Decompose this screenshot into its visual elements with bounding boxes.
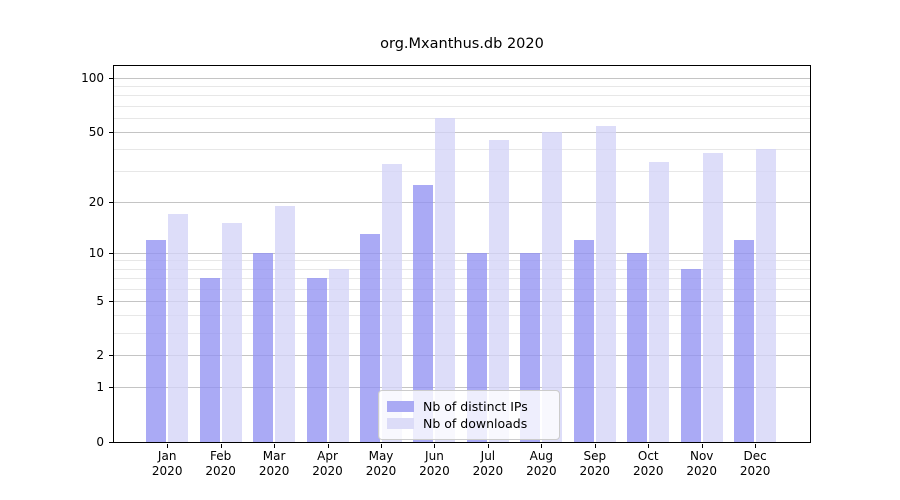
x-tick-mark-jun xyxy=(434,444,436,448)
x-tick-label-aug: Aug 2020 xyxy=(526,449,557,478)
bar-downloads-sep xyxy=(595,125,616,442)
bar-downloads-jul xyxy=(488,140,509,442)
gridline-minor-60 xyxy=(114,117,810,119)
bar-downloads-dec xyxy=(756,149,777,442)
x-tick-mark-may xyxy=(381,444,382,448)
gridline-major-20 xyxy=(114,201,810,203)
legend-item-downloads: Nb of downloads xyxy=(387,416,550,431)
gridline-minor-30 xyxy=(114,171,810,173)
gridline-major-5 xyxy=(114,300,810,302)
x-tick-mark-feb xyxy=(220,444,222,448)
x-tick-label-dec: Dec 2020 xyxy=(739,449,771,478)
y-tick-mark-20 xyxy=(109,201,113,203)
gridline-minor-90 xyxy=(114,86,810,88)
y-tick-label-20: 20 xyxy=(88,194,104,209)
y-tick-mark-100 xyxy=(109,78,113,79)
gridline-minor-9 xyxy=(114,260,810,262)
bar-distinct-ips-feb xyxy=(199,278,220,442)
legend-label-downloads: Nb of downloads xyxy=(423,416,528,431)
bar-downloads-may xyxy=(382,163,402,442)
y-tick-label-100: 100 xyxy=(81,71,104,85)
y-tick-mark-5 xyxy=(109,300,113,302)
bar-distinct-ips-apr xyxy=(306,278,327,442)
x-tick-label-jan: Jan 2020 xyxy=(151,449,183,478)
gridline-minor-70 xyxy=(114,105,810,107)
bar-distinct-ips-dec xyxy=(734,239,755,442)
gridline-minor-4 xyxy=(114,315,810,317)
y-tick-label-2: 2 xyxy=(96,348,104,363)
y-tick-mark-1 xyxy=(109,387,113,389)
x-tick-mark-nov xyxy=(701,444,703,448)
bar-distinct-ips-may xyxy=(360,233,380,442)
x-tick-mark-apr xyxy=(327,444,329,448)
y-tick-label-1: 1 xyxy=(96,380,104,395)
x-tick-label-oct: Oct 2020 xyxy=(632,449,664,478)
x-tick-mark-sep xyxy=(594,444,596,448)
x-tick-label-jul: Jul 2020 xyxy=(472,449,504,478)
bar-distinct-ips-nov xyxy=(680,268,701,442)
gridline-major-1 xyxy=(114,387,810,389)
bar-downloads-aug xyxy=(542,131,563,442)
x-tick-label-apr: Apr 2020 xyxy=(312,449,343,478)
y-tick-label-0: 0 xyxy=(96,435,104,449)
x-tick-mark-jan xyxy=(167,444,169,448)
x-tick-label-nov: Nov 2020 xyxy=(686,449,717,478)
bar-distinct-ips-sep xyxy=(573,239,594,442)
x-tick-mark-dec xyxy=(755,444,757,448)
plot-area: Nb of distinct IPs Nb of downloads 0 1 2 5 1… xyxy=(81,65,811,478)
bar-downloads-nov xyxy=(702,153,723,442)
y-tick-label-5: 5 xyxy=(96,293,104,308)
x-tick-label-jun: Jun 2020 xyxy=(419,449,450,478)
bar-downloads-mar xyxy=(275,205,296,442)
bar-downloads-feb xyxy=(221,223,242,442)
y-tick-mark-50 xyxy=(109,131,113,133)
legend-swatch-downloads-icon xyxy=(387,418,414,429)
legend-swatch-distinct-ips-icon xyxy=(387,401,414,412)
bar-distinct-ips-mar xyxy=(253,252,274,442)
bar-downloads-apr xyxy=(328,268,349,442)
bar-distinct-ips-oct xyxy=(627,252,648,442)
gridline-minor-8 xyxy=(114,268,810,270)
y-tick-label-50: 50 xyxy=(88,124,104,139)
bar-distinct-ips-jan xyxy=(146,239,167,442)
x-tick-mark-oct xyxy=(648,444,650,448)
gridline-major-50 xyxy=(114,131,810,133)
x-tick-mark-mar xyxy=(274,444,276,448)
gridline-minor-6 xyxy=(114,288,810,290)
gridline-minor-3 xyxy=(114,332,810,334)
gridline-minor-80 xyxy=(114,95,810,97)
x-tick-label-sep: Sep 2020 xyxy=(579,449,611,478)
x-tick-mark-aug xyxy=(541,444,543,448)
gridline-major-100 xyxy=(114,78,810,79)
x-tick-mark-jul xyxy=(487,444,489,448)
y-tick-label-10: 10 xyxy=(88,245,104,260)
gridline-major-2 xyxy=(114,355,810,357)
y-tick-mark-10 xyxy=(109,252,113,254)
chart-title: org.Mxanthus.db 2020 xyxy=(380,36,544,52)
x-tick-label-feb: Feb 2020 xyxy=(205,449,236,478)
x-tick-label-mar: Mar 2020 xyxy=(258,449,290,478)
bar-downloads-jan xyxy=(168,214,189,442)
x-tick-label-may: May 2020 xyxy=(365,449,397,478)
bar-downloads-jun xyxy=(435,117,456,442)
legend-label-distinct-ips: Nb of distinct IPs xyxy=(423,399,528,414)
y-tick-mark-0 xyxy=(109,442,113,443)
gridline-minor-40 xyxy=(114,149,810,151)
bar-distinct-ips-jun xyxy=(413,185,434,442)
gridline-major-10 xyxy=(114,252,810,254)
legend-item-distinct-ips: Nb of distinct IPs xyxy=(387,399,550,414)
legend: Nb of distinct IPs Nb of downloads xyxy=(378,390,560,440)
gridline-minor-7 xyxy=(114,277,810,279)
y-tick-mark-2 xyxy=(109,355,113,357)
bar-downloads-oct xyxy=(649,161,670,442)
